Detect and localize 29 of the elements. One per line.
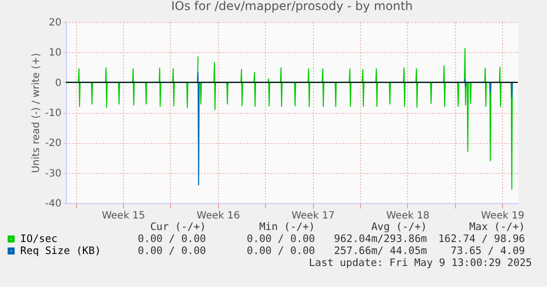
legend-label: IO/sec xyxy=(20,233,58,245)
text: 0.00 / 0.00 xyxy=(138,233,206,245)
y-tick-label: -40 xyxy=(45,198,62,210)
text: Cur (-/+) xyxy=(150,221,206,233)
text: 0.00 / 0.00 xyxy=(246,233,315,245)
chart-title: IOs for /dev/mapper/prosody - by month xyxy=(171,0,413,13)
y-tick-label: 10 xyxy=(48,48,62,59)
y-axis-title: Units read (-) / write (+) xyxy=(31,52,42,174)
text: 962.04m/293.86m xyxy=(334,233,427,245)
text: 0.00 / 0.00 xyxy=(246,245,315,257)
text: 0.00 / 0.00 xyxy=(138,245,206,257)
y-tick-label: -20 xyxy=(45,138,62,150)
text: 257.66m/ 44.05m xyxy=(334,245,427,257)
text: 73.65 / 4.09 xyxy=(450,245,525,257)
text: 162.74 / 98.96 xyxy=(438,233,525,245)
x-tick-label: Week 17 xyxy=(291,210,335,222)
y-tick-label: 20 xyxy=(48,18,62,28)
x-tick-label: Week 18 xyxy=(386,210,430,222)
text: Last update: Fri May 9 13:00:29 2025 xyxy=(308,257,532,269)
legend-label: Req Size (KB) xyxy=(20,245,101,257)
x-tick-label: Week 16 xyxy=(196,210,240,222)
y-tick-label: -10 xyxy=(45,108,62,119)
text: Max (-/+) xyxy=(469,221,525,233)
text: Avg (-/+) xyxy=(371,221,427,233)
text: Min (-/+) xyxy=(259,221,315,233)
x-tick-label: Week 19 xyxy=(481,210,524,222)
y-tick-label: -30 xyxy=(45,168,62,180)
x-tick-label: Week 15 xyxy=(102,210,146,222)
y-tick-label: 0 xyxy=(55,78,62,89)
